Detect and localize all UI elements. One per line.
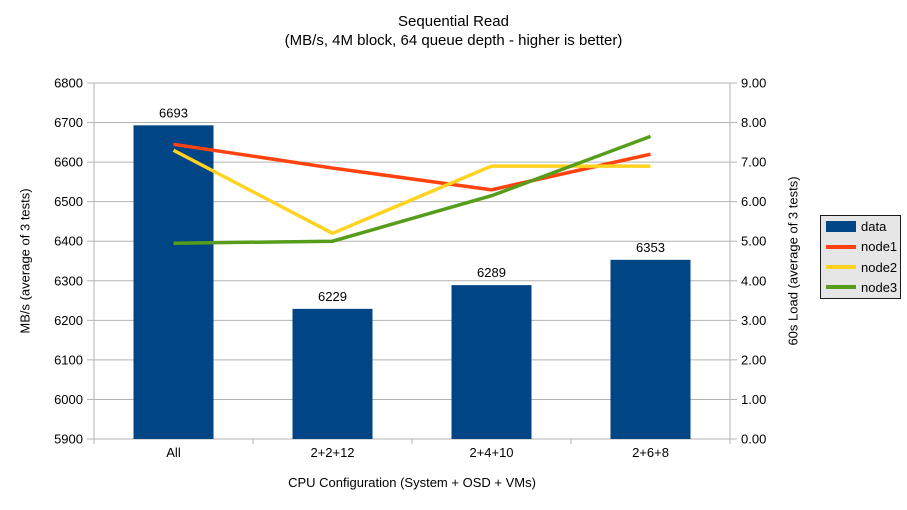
chart-title-block: Sequential Read (MB/s, 4M block, 64 queu…	[0, 12, 907, 50]
chart-subtitle: (MB/s, 4M block, 64 queue depth - higher…	[284, 32, 623, 49]
legend-item-node2: node2	[826, 258, 900, 277]
left-tick-label: 6600	[54, 155, 83, 170]
bar-value-label: 6289	[477, 265, 506, 280]
x-axis-title: CPU Configuration (System + OSD + VMs)	[288, 475, 536, 490]
legend-swatch-data	[826, 221, 856, 233]
left-tick-label: 6700	[54, 115, 83, 130]
legend-item-node3: node3	[826, 278, 900, 297]
right-tick-label: 3.00	[741, 313, 766, 328]
right-tick-label: 7.00	[741, 155, 766, 170]
bar-All	[133, 125, 214, 439]
legend-swatch-node3	[826, 285, 856, 290]
right-tick-label: 2.00	[741, 352, 766, 367]
right-tick-label: 1.00	[741, 392, 766, 407]
x-category-label: All	[166, 445, 181, 460]
bar-2+2+12	[292, 308, 373, 439]
legend-item-node1: node1	[826, 237, 900, 256]
left-tick-label: 5900	[54, 432, 83, 447]
left-tick-label: 6400	[54, 234, 83, 249]
bar-value-label: 6229	[318, 289, 347, 304]
bar-2+4+10	[451, 285, 532, 439]
right-tick-label: 6.00	[741, 194, 766, 209]
legend-swatch-node1	[826, 244, 856, 249]
left-tick-label: 6200	[54, 313, 83, 328]
chart-title: Sequential Read	[398, 13, 509, 30]
right-tick-label: 5.00	[741, 234, 766, 249]
x-category-label: 2+2+12	[310, 445, 354, 460]
bar-2+6+8	[610, 259, 691, 439]
right-tick-label: 9.00	[741, 76, 766, 91]
x-category-label: 2+4+10	[469, 445, 513, 460]
left-tick-label: 6800	[54, 76, 83, 91]
bar-value-label: 6693	[159, 105, 188, 120]
left-tick-label: 6500	[54, 194, 83, 209]
left-tick-label: 6100	[54, 352, 83, 367]
left-tick-label: 6300	[54, 273, 83, 288]
right-tick-label: 0.00	[741, 432, 766, 447]
legend: data node1 node2 node3	[820, 215, 901, 299]
left-tick-label: 6000	[54, 392, 83, 407]
legend-label-node1: node1	[861, 239, 898, 255]
line-node1	[173, 142, 651, 192]
legend-label-data: data	[861, 219, 887, 235]
right-tick-label: 4.00	[741, 273, 766, 288]
legend-item-data: data	[826, 217, 900, 236]
right-tick-label: 8.00	[741, 115, 766, 130]
legend-label-node3: node3	[861, 279, 898, 295]
legend-label-node2: node2	[861, 259, 898, 275]
legend-swatch-node2	[826, 265, 856, 270]
line-node3	[173, 134, 652, 245]
bar-value-label: 6353	[636, 240, 665, 255]
x-category-label: 2+6+8	[632, 445, 669, 460]
